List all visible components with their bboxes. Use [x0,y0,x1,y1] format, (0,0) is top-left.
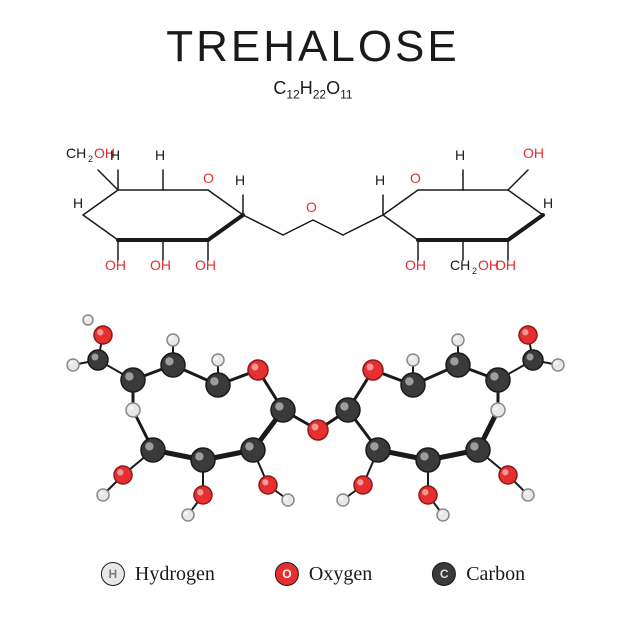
svg-text:H: H [455,147,465,163]
legend-label: Carbon [466,563,525,586]
svg-text:H: H [155,147,165,163]
legend-oxygen: O Oxygen [275,562,372,586]
legend-label: Hydrogen [135,563,215,586]
carbon-icon: C [432,562,456,586]
svg-text:OH: OH [105,257,126,273]
svg-text:OH: OH [523,145,544,161]
ball-stick-model [48,310,578,530]
legend: H Hydrogen O Oxygen C Carbon [101,562,525,586]
svg-text:O: O [203,170,214,186]
oxygen-icon: O [275,562,299,586]
legend-carbon: C Carbon [432,562,525,586]
svg-text:CH: CH [450,257,470,273]
legend-hydrogen: H Hydrogen [101,562,215,586]
skeletal-structure: CH2OHOHHHHOHOHOHOOHHHOHCH2OHOHOH [48,120,578,290]
svg-text:2: 2 [88,154,93,164]
molecular-formula: C12H22O11 [273,78,352,102]
svg-text:H: H [73,195,83,211]
svg-text:H: H [543,195,553,211]
legend-label: Oxygen [309,563,372,586]
svg-text:O: O [306,199,317,215]
svg-text:H: H [110,147,120,163]
svg-text:2: 2 [472,266,477,276]
svg-text:CH: CH [66,145,86,161]
svg-text:OH: OH [195,257,216,273]
svg-text:OH: OH [150,257,171,273]
svg-text:O: O [410,170,421,186]
compound-title: TREHALOSE [166,22,460,72]
svg-text:H: H [235,172,245,188]
svg-text:OH: OH [495,257,516,273]
svg-text:OH: OH [405,257,426,273]
svg-text:H: H [375,172,385,188]
hydrogen-icon: H [101,562,125,586]
